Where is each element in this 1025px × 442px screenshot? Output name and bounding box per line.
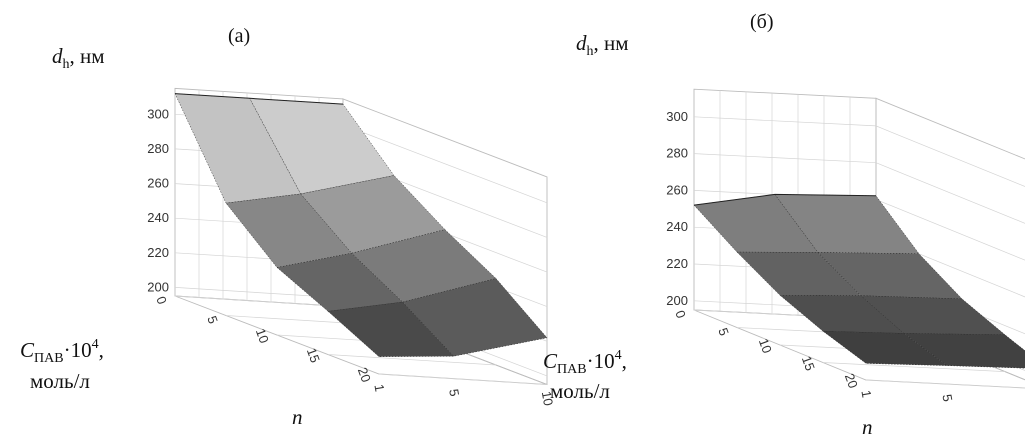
z-axis-sub: h — [587, 44, 594, 59]
c-gridline — [822, 362, 1006, 372]
y-axis-var: C — [543, 349, 558, 373]
z-axis-unit: , нм — [594, 31, 629, 55]
n-tick-label: 5 — [446, 388, 462, 398]
surface-patch — [351, 229, 497, 303]
c-tick-label: 0 — [153, 294, 170, 306]
surface-patch — [327, 301, 455, 357]
z-tick-label: 280 — [147, 141, 169, 156]
z-gridline — [693, 116, 1025, 187]
c-tick-label: 10 — [756, 336, 775, 355]
c-tick-label: 20 — [842, 371, 861, 390]
panel-label: (а) — [228, 25, 250, 47]
surface — [174, 93, 548, 357]
z-tick-label: 220 — [147, 245, 169, 260]
z-tick-label: 240 — [666, 219, 688, 234]
x-axis-label: n — [862, 415, 873, 439]
surface-patch — [822, 330, 948, 366]
y-axis-label: CПАВ·104, — [20, 337, 104, 366]
surface-edge — [693, 193, 877, 206]
z-axis-label: dh, нм — [52, 44, 105, 72]
y-axis-var: C — [20, 338, 35, 362]
z-axis-sub: h — [63, 57, 70, 72]
c-tick-label: 0 — [672, 308, 689, 320]
z-tick-label: 300 — [147, 106, 169, 121]
panel-label: (б) — [750, 11, 774, 33]
z-tick-label: 200 — [147, 279, 169, 294]
z-tick-label: 300 — [666, 109, 688, 124]
z-tick-label: 280 — [666, 146, 688, 161]
c-tick-label: 5 — [715, 326, 732, 338]
z-tick-label: 240 — [147, 210, 169, 225]
c-gridline — [378, 373, 548, 385]
z-tick-label: 200 — [666, 293, 688, 308]
y-axis-end: , — [622, 349, 627, 373]
y-axis-mid: ·10 — [587, 349, 615, 373]
y-axis-sub: ПАВ — [557, 362, 587, 377]
y-axis-end: , — [99, 338, 104, 362]
c-tick-label: 15 — [304, 346, 323, 365]
c-tick-label: 15 — [799, 354, 818, 373]
c-gridline — [327, 354, 497, 366]
n-tick-label: 5 — [939, 393, 955, 403]
z-tick-label: 260 — [666, 182, 688, 197]
surface-chart-b: (б) dh, нм CПАВ·104, моль/л n 2002202402… — [543, 11, 1025, 439]
n-tick-label: 1 — [858, 389, 874, 399]
c-tick-label: 10 — [253, 326, 272, 345]
n-tick-label: 10 — [539, 390, 556, 407]
y-axis-sup: 4 — [92, 337, 99, 352]
z-axis-var: d — [576, 31, 587, 55]
surface-edge — [174, 93, 344, 105]
surface-patch — [276, 252, 404, 312]
z-axis-label: dh, нм — [576, 31, 629, 59]
z-gridline — [693, 153, 1025, 224]
c-gridline — [865, 379, 1025, 389]
surface — [693, 193, 1025, 369]
c-tick-label: 20 — [355, 365, 374, 384]
y-axis-label-line2: моль/л — [550, 379, 610, 403]
surface-patch — [903, 333, 1025, 369]
c-tick-label: 5 — [204, 314, 221, 326]
surface-chart-a: (а) dh, нм CПАВ·104, моль/л n 2002202402… — [20, 25, 556, 429]
c-gridline — [174, 295, 344, 307]
z-tick-label: 220 — [666, 256, 688, 271]
y-axis-sup: 4 — [615, 348, 622, 363]
y-axis-label-line2: моль/л — [30, 369, 90, 393]
n-tick-label: 1 — [371, 383, 387, 393]
y-axis-sub: ПАВ — [34, 351, 64, 366]
z-tick-label: 260 — [147, 176, 169, 191]
y-axis-mid: ·10 — [64, 338, 92, 362]
z-axis-var: d — [52, 44, 63, 68]
x-axis-label: n — [292, 405, 303, 429]
z-axis-unit: , нм — [70, 44, 105, 68]
y-axis-label: CПАВ·104, — [543, 348, 627, 377]
surface-patch — [402, 278, 548, 357]
